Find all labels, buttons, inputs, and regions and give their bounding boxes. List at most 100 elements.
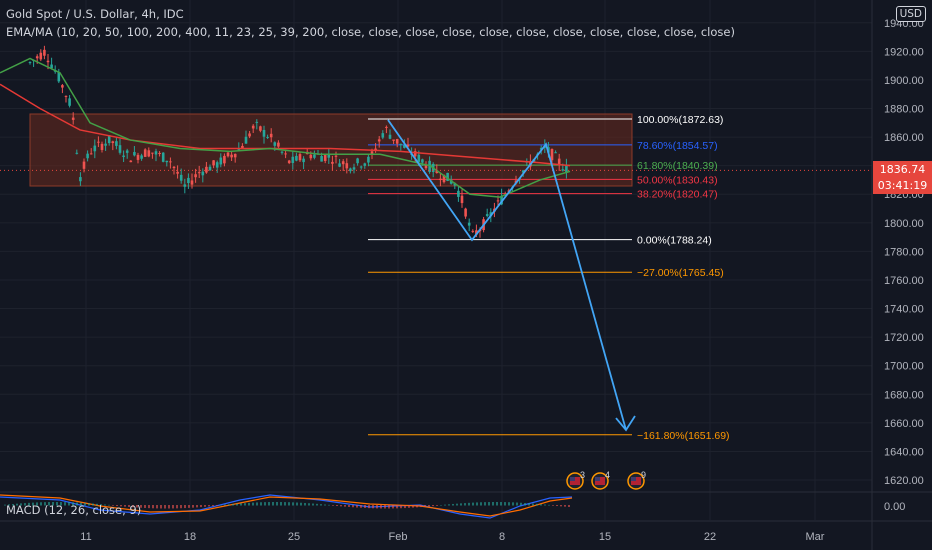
macd-histogram-bar bbox=[388, 505, 390, 509]
macd-histogram-bar bbox=[240, 503, 242, 506]
macd-histogram-bar bbox=[292, 502, 294, 506]
candle-body bbox=[255, 121, 259, 123]
candle-body bbox=[50, 64, 53, 69]
candle-body bbox=[89, 153, 93, 155]
macd-histogram-bar bbox=[180, 505, 182, 509]
bar-countdown: 03:41:19 bbox=[873, 178, 932, 194]
candle-body bbox=[201, 171, 205, 176]
macd-histogram-bar bbox=[128, 505, 130, 507]
candle-body bbox=[86, 153, 89, 159]
macd-histogram-bar bbox=[188, 505, 190, 508]
candle-body bbox=[421, 159, 424, 163]
candle-body bbox=[233, 153, 237, 158]
candle-body bbox=[194, 174, 197, 178]
macd-histogram-bar bbox=[64, 502, 66, 506]
candle-body bbox=[485, 214, 489, 216]
candle-body bbox=[385, 126, 388, 128]
macd-histogram-bar bbox=[468, 502, 470, 506]
macd-histogram-bar bbox=[420, 505, 422, 508]
macd-histogram-bar bbox=[104, 504, 106, 506]
fib-level-label: 50.00%(1830.43) bbox=[637, 174, 718, 186]
candle-body bbox=[496, 200, 500, 202]
price-tick: 1900.00 bbox=[884, 75, 924, 87]
currency-button[interactable]: USD bbox=[895, 6, 926, 22]
candle-body bbox=[352, 167, 356, 170]
candle-body bbox=[154, 151, 158, 155]
candle-body bbox=[230, 154, 233, 158]
candle-body bbox=[417, 154, 421, 162]
time-tick: Mar bbox=[806, 531, 825, 543]
macd-histogram-bar bbox=[176, 505, 178, 509]
candle-body bbox=[208, 166, 212, 171]
candle-body bbox=[439, 178, 442, 181]
macd-histogram-bar bbox=[396, 505, 398, 509]
candle-body bbox=[266, 136, 269, 138]
macd-histogram-bar bbox=[344, 505, 346, 507]
candle-body bbox=[464, 208, 467, 217]
macd-histogram-bar bbox=[448, 504, 450, 506]
candle-body bbox=[79, 177, 82, 182]
macd-histogram-bar bbox=[224, 504, 226, 506]
fib-level-label: 61.80%(1840.39) bbox=[637, 160, 718, 172]
candle-body bbox=[291, 156, 295, 163]
candle-body bbox=[104, 143, 107, 146]
candle-body bbox=[115, 141, 118, 146]
macd-histogram-bar bbox=[168, 505, 170, 509]
macd-histogram-bar bbox=[532, 503, 534, 506]
time-tick: 8 bbox=[499, 531, 505, 543]
candle-body bbox=[187, 177, 190, 184]
macd-histogram-bar bbox=[348, 505, 350, 507]
candle-body bbox=[320, 156, 323, 162]
candle-body bbox=[500, 195, 503, 205]
macd-histogram-bar bbox=[108, 504, 110, 506]
candle-body bbox=[262, 129, 266, 137]
candle-body bbox=[457, 190, 460, 197]
candle-body bbox=[424, 164, 428, 169]
macd-histogram-bar bbox=[488, 502, 490, 506]
ma-line-green bbox=[0, 57, 571, 198]
candle-body bbox=[133, 152, 136, 156]
macd-histogram-bar bbox=[456, 503, 458, 506]
macd-histogram-bar bbox=[384, 505, 386, 509]
indicator-legend[interactable]: EMA/MA (10, 20, 50, 100, 200, 400, 11, 2… bbox=[6, 25, 735, 39]
macd-histogram-bar bbox=[124, 505, 126, 507]
macd-histogram-bar bbox=[472, 502, 474, 506]
macd-histogram-bar bbox=[160, 505, 162, 509]
price-tick: 1620.00 bbox=[884, 475, 924, 487]
us-flag-canton bbox=[631, 477, 636, 481]
price-tick: 1920.00 bbox=[884, 46, 924, 58]
macd-histogram-bar bbox=[208, 505, 210, 507]
candle-body bbox=[93, 145, 97, 152]
candle-body bbox=[64, 95, 68, 97]
macd-histogram-bar bbox=[364, 505, 366, 508]
time-tick: 11 bbox=[80, 531, 91, 543]
candle-body bbox=[370, 151, 374, 154]
fib-level-label: 78.60%(1854.57) bbox=[637, 140, 718, 152]
candle-body bbox=[122, 155, 125, 158]
candle-body bbox=[363, 163, 367, 166]
macd-histogram-bar bbox=[144, 505, 146, 508]
candle-body bbox=[111, 141, 115, 144]
candle-body bbox=[169, 161, 172, 163]
macd-histogram-bar bbox=[560, 505, 562, 507]
candle-body bbox=[381, 133, 385, 138]
price-tick: 1800.00 bbox=[884, 218, 924, 230]
symbol-title[interactable]: Gold Spot / U.S. Dollar, 4h, IDC bbox=[6, 7, 184, 21]
price-tick: 1740.00 bbox=[884, 304, 924, 316]
macd-histogram-bar bbox=[76, 502, 78, 506]
candle-body bbox=[28, 62, 32, 64]
macd-histogram-bar bbox=[528, 503, 530, 506]
candle-body bbox=[125, 150, 129, 153]
candle-body bbox=[237, 148, 241, 150]
macd-histogram-bar bbox=[564, 505, 566, 507]
macd-legend[interactable]: MACD (12, 26, close, 9) bbox=[6, 503, 142, 517]
macd-histogram-bar bbox=[400, 505, 402, 509]
macd-histogram-bar bbox=[360, 505, 362, 508]
macd-histogram-bar bbox=[332, 505, 334, 506]
macd-histogram-bar bbox=[496, 502, 498, 506]
candle-body bbox=[75, 152, 79, 154]
macd-histogram-bar bbox=[268, 502, 270, 506]
macd-histogram-bar bbox=[184, 505, 186, 509]
candle-body bbox=[107, 135, 111, 144]
